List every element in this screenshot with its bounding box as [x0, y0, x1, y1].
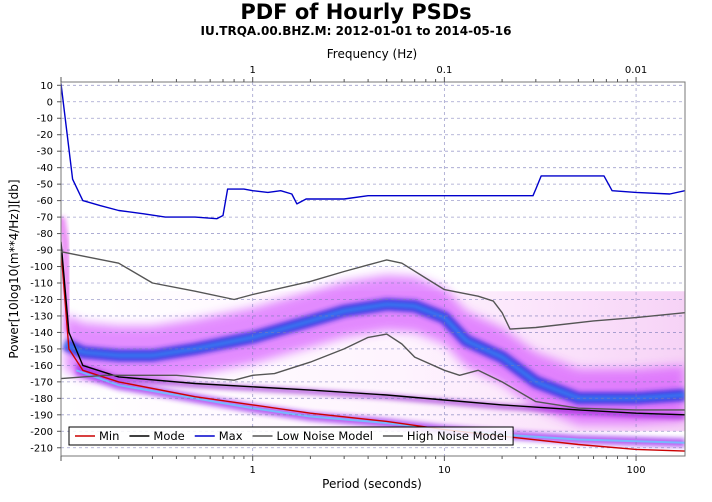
legend-entry: High Noise Model	[407, 429, 507, 443]
y-tick-label: -180	[30, 394, 53, 405]
y-tick-label: -70	[37, 213, 53, 224]
chart-subtitle: IU.TRQA.00.BHZ.M: 2012-01-01 to 2014-05-…	[200, 24, 512, 38]
y-tick-label: 10	[40, 81, 53, 92]
y-tick-label: -50	[37, 180, 53, 191]
density-floor-core	[75, 369, 685, 444]
x-axis-label: Period (seconds)	[322, 477, 422, 491]
x-axis: 1 10 100	[60, 456, 646, 476]
grid	[61, 82, 685, 456]
x-tick-label: 100	[627, 465, 646, 476]
y-tick-label: -90	[37, 246, 53, 257]
y-tick-label: -200	[30, 427, 53, 438]
chart-title: PDF of Hourly PSDs	[240, 0, 472, 24]
series-lines	[61, 83, 685, 452]
x2-tick-label: 0.01	[625, 65, 647, 76]
y-tick-label: -190	[30, 410, 53, 421]
x-tick-label: 1	[250, 465, 256, 476]
x-tick-label: 10	[438, 465, 451, 476]
density-low-band	[75, 363, 685, 419]
y-tick-label: -40	[37, 163, 53, 174]
y-tick-label: -100	[30, 262, 53, 273]
y-tick-label: -210	[30, 443, 53, 454]
y-tick-label: -150	[30, 344, 53, 355]
x2-tick-label: 0.1	[436, 65, 452, 76]
y-axis-label: Power[10log10(m**4/Hz)][db]	[7, 179, 21, 358]
legend-entry: Mode	[153, 429, 184, 443]
x2-tick-label: 1	[250, 65, 256, 76]
series-line-max	[61, 83, 685, 220]
y-tick-label: -170	[30, 377, 53, 388]
density-band-peak	[64, 302, 685, 400]
series-line-min	[61, 250, 685, 452]
x2-axis: 1 0.1 0.01	[60, 65, 647, 82]
legend-entry: Low Noise Model	[277, 429, 373, 443]
legend-entry: Max	[219, 429, 243, 443]
series-line-low-noise-model	[61, 333, 685, 411]
y-tick-label: -20	[37, 130, 53, 141]
x2-axis-label: Frequency (Hz)	[327, 47, 418, 61]
series-line-mode	[61, 241, 685, 416]
y-tick-label: -60	[37, 196, 53, 207]
y-tick-label: -130	[30, 311, 53, 322]
legend: Min Mode Max Low Noise Model High Noise Mode…	[68, 426, 514, 446]
y-tick-label: -30	[37, 147, 53, 158]
y-tick-label: -10	[37, 114, 53, 125]
density-band-outer	[65, 274, 685, 425]
y-tick-label: -140	[30, 328, 53, 339]
series-line-high-noise-model	[61, 251, 685, 330]
plot-frame	[60, 81, 686, 457]
pdf-density	[61, 216, 685, 448]
legend-box	[68, 426, 514, 446]
density-short-period	[61, 216, 73, 333]
legend-entry: Min	[99, 429, 119, 443]
y-tick-label: -120	[30, 295, 53, 306]
y-tick-label: 0	[47, 97, 53, 108]
y-axis: 10 0 -10 -20 -30 -40 -50 -60 -70 -80 -90 -100 -110 -1…	[30, 81, 61, 454]
y-tick-label: -160	[30, 361, 53, 372]
y-tick-label: -110	[30, 279, 53, 290]
y-tick-label: -80	[37, 229, 53, 240]
